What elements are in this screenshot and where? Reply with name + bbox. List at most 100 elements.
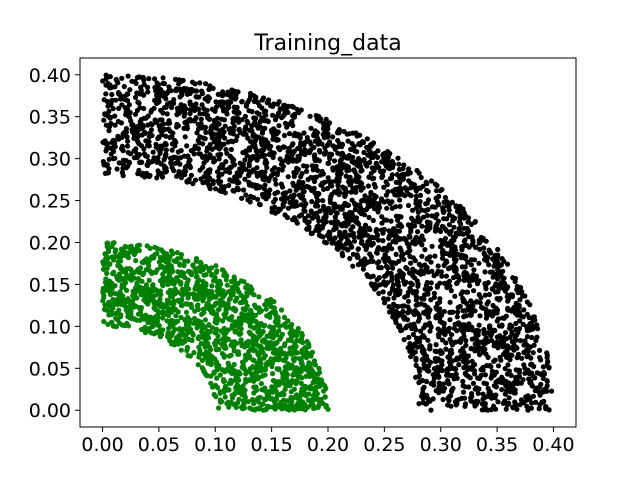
scatter-point (390, 188, 396, 194)
scatter-point (242, 127, 248, 133)
scatter-point (294, 365, 300, 371)
scatter-point (209, 325, 216, 331)
scatter-point (146, 263, 152, 269)
scatter-point (495, 252, 501, 258)
scatter-point (440, 224, 446, 230)
scatter-point (252, 145, 259, 151)
scatter-point (190, 291, 196, 297)
scatter-point (505, 343, 511, 349)
scatter-point (187, 111, 193, 117)
scatter-point (223, 100, 229, 106)
scatter-point (160, 277, 166, 283)
scatter-point (395, 155, 401, 161)
scatter-point (357, 164, 364, 170)
scatter-point (362, 193, 368, 199)
scatter-point (401, 337, 407, 343)
scatter-point (276, 123, 282, 129)
scatter-point (100, 298, 106, 304)
scatter-point (350, 224, 356, 230)
scatter-point (481, 380, 487, 386)
scatter-point (305, 213, 311, 219)
scatter-point (206, 322, 212, 328)
scatter-point (226, 126, 232, 132)
scatter-point (234, 382, 240, 388)
scatter-point (120, 147, 126, 153)
scatter-point (419, 356, 425, 363)
scatter-point (447, 252, 453, 258)
scatter-point (292, 394, 298, 400)
scatter-point (461, 210, 467, 216)
scatter-point (299, 375, 305, 381)
scatter-point (477, 246, 483, 252)
scatter-point (281, 343, 288, 349)
scatter-point (401, 162, 407, 168)
scatter-point (544, 378, 550, 384)
scatter-point (187, 99, 193, 105)
scatter-point (440, 330, 446, 336)
scatter-point (234, 133, 240, 139)
scatter-point (138, 116, 144, 123)
scatter-point (104, 265, 110, 271)
scatter-point (202, 317, 208, 323)
scatter-point (241, 279, 247, 285)
scatter-point (350, 130, 356, 136)
y-axis: 0.000.050.100.150.200.250.300.350.40 (29, 65, 80, 422)
scatter-point (458, 291, 464, 297)
scatter-point (295, 406, 301, 412)
scatter-point (168, 161, 174, 167)
scatter-point (229, 370, 235, 376)
scatter-point (156, 323, 162, 329)
scatter-point (420, 345, 426, 351)
scatter-point (514, 406, 520, 412)
scatter-point (160, 110, 166, 116)
scatter-point (131, 133, 138, 139)
scatter-point (213, 337, 219, 344)
scatter-point (262, 182, 268, 188)
scatter-point (512, 310, 519, 316)
scatter-point (231, 274, 237, 280)
scatter-point (243, 192, 249, 198)
scatter-point (287, 383, 293, 389)
scatter-point (200, 298, 206, 304)
scatter-point (309, 230, 315, 236)
scatter-point (118, 246, 125, 252)
scatter-point (249, 109, 255, 115)
scatter-point (343, 192, 349, 198)
scatter-point (381, 184, 387, 190)
scatter-point (366, 147, 372, 153)
scatter-point (213, 186, 219, 192)
scatter-point (162, 268, 168, 274)
scatter-point (410, 331, 416, 337)
scatter-point (115, 136, 121, 142)
scatter-point (193, 115, 199, 121)
scatter-point (251, 384, 257, 390)
scatter-point (254, 369, 260, 375)
scatter-point (307, 365, 313, 371)
scatter-point (439, 255, 446, 261)
scatter-point (156, 171, 162, 177)
scatter-point (204, 354, 210, 360)
scatter-point (428, 178, 435, 184)
scatter-point (490, 327, 496, 333)
scatter-point (131, 302, 137, 308)
scatter-point (181, 113, 187, 119)
scatter-point (171, 298, 177, 304)
scatter-point (530, 350, 536, 356)
scatter-point (425, 337, 431, 343)
scatter-point (419, 242, 425, 248)
scatter-point (421, 362, 427, 368)
scatter-point (407, 234, 413, 240)
scatter-point (277, 336, 283, 342)
scatter-point (369, 176, 376, 182)
scatter-point (246, 97, 252, 103)
scatter-point (307, 361, 313, 367)
scatter-point (445, 354, 451, 360)
scatter-point (126, 160, 132, 166)
scatter-point (263, 112, 269, 118)
scatter-point (416, 315, 423, 322)
scatter-point (382, 300, 388, 306)
scatter-point (268, 127, 275, 133)
scatter-point (251, 318, 257, 324)
y-tick-label: 0.00 (29, 400, 71, 422)
scatter-point (393, 232, 399, 238)
